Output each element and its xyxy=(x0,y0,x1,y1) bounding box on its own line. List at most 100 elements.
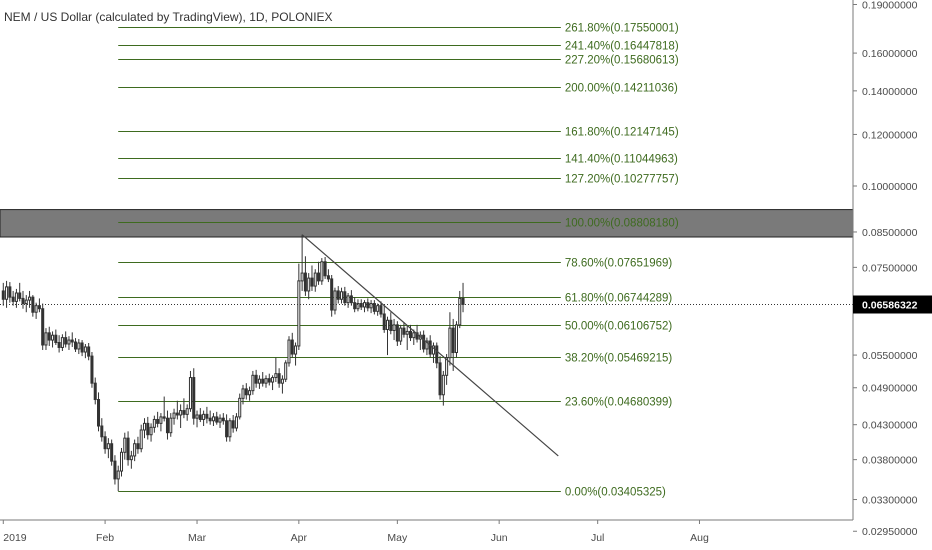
candle[interactable] xyxy=(248,386,252,401)
candle[interactable] xyxy=(80,340,84,357)
candle[interactable] xyxy=(405,325,409,350)
candle[interactable] xyxy=(431,342,435,363)
candle[interactable] xyxy=(146,416,150,440)
candle[interactable] xyxy=(435,342,439,369)
candle[interactable] xyxy=(14,288,18,308)
candle[interactable] xyxy=(202,410,206,427)
candle[interactable] xyxy=(83,343,87,359)
candle[interactable] xyxy=(231,414,235,433)
candle[interactable] xyxy=(425,337,429,356)
resistance-zone[interactable] xyxy=(0,209,854,238)
candle[interactable] xyxy=(300,234,304,291)
candle[interactable] xyxy=(376,303,380,316)
candle[interactable] xyxy=(261,372,265,387)
candle[interactable] xyxy=(34,302,38,319)
candle[interactable] xyxy=(326,269,330,283)
candle[interactable] xyxy=(93,377,97,405)
candle[interactable] xyxy=(422,330,426,353)
candle[interactable] xyxy=(359,299,363,311)
candle[interactable] xyxy=(74,338,78,353)
candle[interactable] xyxy=(110,439,114,466)
candle[interactable] xyxy=(87,342,91,361)
candle[interactable] xyxy=(169,413,173,437)
candle[interactable] xyxy=(41,303,45,350)
candle[interactable] xyxy=(284,360,288,383)
candle[interactable] xyxy=(280,375,284,394)
candle[interactable] xyxy=(113,455,117,485)
candle[interactable] xyxy=(372,300,376,315)
candle[interactable] xyxy=(461,282,465,313)
candle[interactable] xyxy=(251,370,255,395)
candle[interactable] xyxy=(385,316,390,356)
candle[interactable] xyxy=(297,263,301,350)
candle[interactable] xyxy=(340,287,344,304)
candle[interactable] xyxy=(165,410,169,440)
candle[interactable] xyxy=(382,305,386,333)
candle[interactable] xyxy=(287,336,291,367)
candle[interactable] xyxy=(267,373,271,386)
candle[interactable] xyxy=(323,256,327,279)
candle[interactable] xyxy=(24,295,28,313)
candle[interactable] xyxy=(254,369,258,388)
candle[interactable] xyxy=(136,436,140,454)
candle[interactable] xyxy=(70,332,74,347)
candle[interactable] xyxy=(307,273,311,300)
candle[interactable] xyxy=(18,282,22,302)
candle[interactable] xyxy=(366,298,370,312)
candle[interactable] xyxy=(392,318,396,341)
candle[interactable] xyxy=(379,301,383,318)
candle[interactable] xyxy=(90,352,94,388)
candle[interactable] xyxy=(310,265,314,291)
candle[interactable] xyxy=(116,465,120,492)
candle[interactable] xyxy=(97,392,101,432)
candle[interactable] xyxy=(346,293,350,308)
candle[interactable] xyxy=(412,329,416,345)
candle[interactable] xyxy=(60,334,64,351)
candle[interactable] xyxy=(271,375,275,391)
candle[interactable] xyxy=(37,298,41,313)
candle[interactable] xyxy=(399,324,403,345)
candle[interactable] xyxy=(277,368,281,388)
candle[interactable] xyxy=(28,290,32,308)
candle[interactable] xyxy=(5,280,9,308)
candle[interactable] xyxy=(149,423,153,442)
candle[interactable] xyxy=(159,413,163,432)
candle[interactable] xyxy=(123,432,127,460)
candle[interactable] xyxy=(438,356,442,400)
candle[interactable] xyxy=(448,312,452,366)
candle[interactable] xyxy=(238,393,242,420)
candle[interactable] xyxy=(336,286,340,304)
candle[interactable] xyxy=(244,383,248,400)
candle[interactable] xyxy=(458,290,462,329)
candle[interactable] xyxy=(172,408,176,425)
candle[interactable] xyxy=(241,384,245,405)
candle[interactable] xyxy=(198,408,202,423)
candle[interactable] xyxy=(389,312,393,335)
candle[interactable] xyxy=(192,368,196,425)
candle[interactable] xyxy=(330,275,334,317)
candle[interactable] xyxy=(264,375,268,388)
candle[interactable] xyxy=(395,321,399,346)
candle[interactable] xyxy=(369,300,373,314)
candle[interactable] xyxy=(441,370,445,406)
candle[interactable] xyxy=(44,328,48,350)
time-axis[interactable]: 2019 Feb Mar Apr May Jun Jul Aug xyxy=(2,520,709,544)
candle[interactable] xyxy=(175,400,179,420)
candle[interactable] xyxy=(162,396,166,422)
candle[interactable] xyxy=(349,290,353,306)
candle[interactable] xyxy=(139,424,143,453)
candle[interactable] xyxy=(64,331,68,348)
candle[interactable] xyxy=(317,261,321,285)
candle[interactable] xyxy=(257,375,261,389)
candle[interactable] xyxy=(228,418,232,442)
candle[interactable] xyxy=(156,411,160,428)
candle[interactable] xyxy=(67,336,71,350)
candle[interactable] xyxy=(133,439,137,462)
candle[interactable] xyxy=(343,286,347,306)
candle[interactable] xyxy=(51,331,55,348)
price-axis[interactable]: 0.19000000 0.16000000 0.14000000 0.12000000… xyxy=(853,0,932,538)
candle[interactable] xyxy=(106,438,110,459)
candle[interactable] xyxy=(451,318,455,371)
downtrend-line[interactable] xyxy=(301,234,559,457)
candle[interactable] xyxy=(119,447,124,477)
